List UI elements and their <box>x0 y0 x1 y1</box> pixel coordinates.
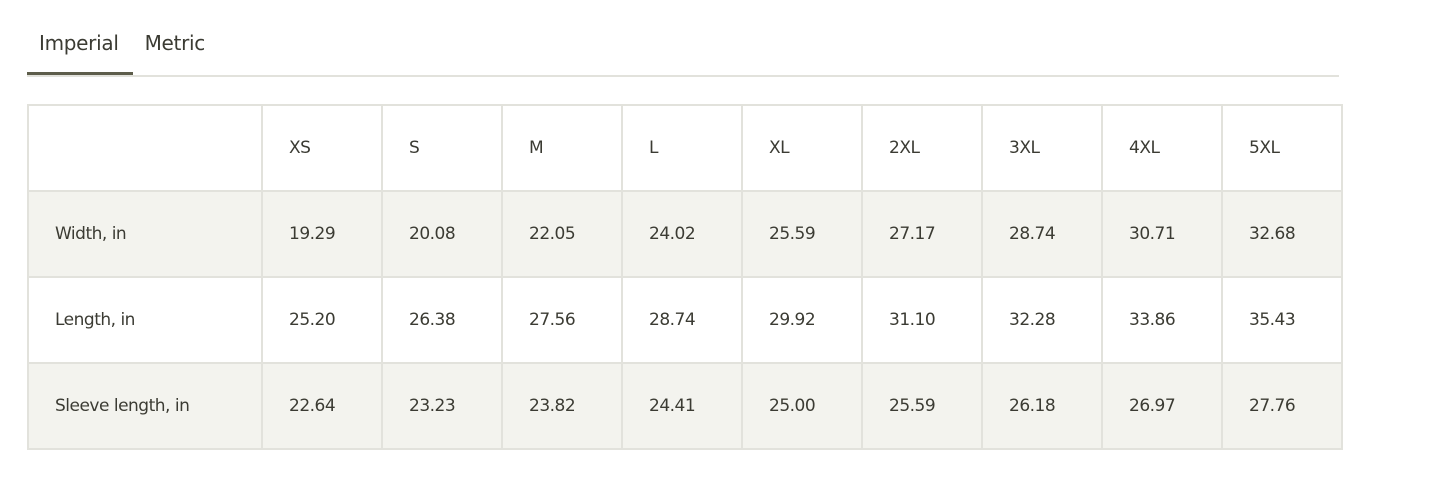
table-cell: 23.23 <box>381 363 503 450</box>
unit-tabs: Imperial Metric <box>27 0 1339 77</box>
row-label: Width, in <box>27 191 263 277</box>
table-cell: 32.68 <box>1221 191 1343 277</box>
table-cell: 35.43 <box>1221 276 1343 364</box>
row-label: Sleeve length, in <box>27 363 263 450</box>
table-cell: 28.74 <box>621 276 743 364</box>
table-cell: 26.18 <box>981 363 1103 450</box>
table-cell: 27.17 <box>861 191 983 277</box>
table-cell: 32.28 <box>981 276 1103 364</box>
table-cell: 30.71 <box>1101 191 1223 277</box>
table-cell: 33.86 <box>1101 276 1223 364</box>
table-cell: 25.59 <box>861 363 983 450</box>
header-row: XS S M L XL 2XL 3XL 4XL 5XL <box>27 104 1343 192</box>
table-cell: 31.10 <box>861 276 983 364</box>
column-header: 5XL <box>1221 104 1343 192</box>
table-cell: 24.41 <box>621 363 743 450</box>
column-header: 2XL <box>861 104 983 192</box>
table-cell: 29.92 <box>741 276 863 364</box>
row-label: Length, in <box>27 276 263 364</box>
table-cell: 27.56 <box>501 276 623 364</box>
table-cell: 22.05 <box>501 191 623 277</box>
table-cell: 23.82 <box>501 363 623 450</box>
tab-metric[interactable]: Metric <box>144 31 206 55</box>
table-cell: 20.08 <box>381 191 503 277</box>
table-cell: 24.02 <box>621 191 743 277</box>
table-cell: 19.29 <box>261 191 383 277</box>
table-cell: 27.76 <box>1221 363 1343 450</box>
column-header: XS <box>261 104 383 192</box>
table-cell: 26.97 <box>1101 363 1223 450</box>
table-cell: 26.38 <box>381 276 503 364</box>
column-header: 4XL <box>1101 104 1223 192</box>
column-header: S <box>381 104 503 192</box>
table-row: Length, in 25.20 26.38 27.56 28.74 29.92 31.10… <box>27 276 1343 364</box>
tab-imperial[interactable]: Imperial <box>27 0 133 75</box>
table-cell: 22.64 <box>261 363 383 450</box>
table-cell: 28.74 <box>981 191 1103 277</box>
column-header <box>27 104 263 192</box>
table-row: Width, in 19.29 20.08 22.05 24.02 25.59 27.17 2… <box>27 191 1343 277</box>
column-header: XL <box>741 104 863 192</box>
table-cell: 25.00 <box>741 363 863 450</box>
table-row: Sleeve length, in 22.64 23.23 23.82 24.41 25.… <box>27 363 1343 450</box>
table-cell: 25.59 <box>741 191 863 277</box>
table-cell: 25.20 <box>261 276 383 364</box>
column-header: L <box>621 104 743 192</box>
column-header: 3XL <box>981 104 1103 192</box>
column-header: M <box>501 104 623 192</box>
size-chart-table: XS S M L XL 2XL 3XL 4XL 5XL Width, in 19.29 20.08 22… <box>27 104 1343 450</box>
